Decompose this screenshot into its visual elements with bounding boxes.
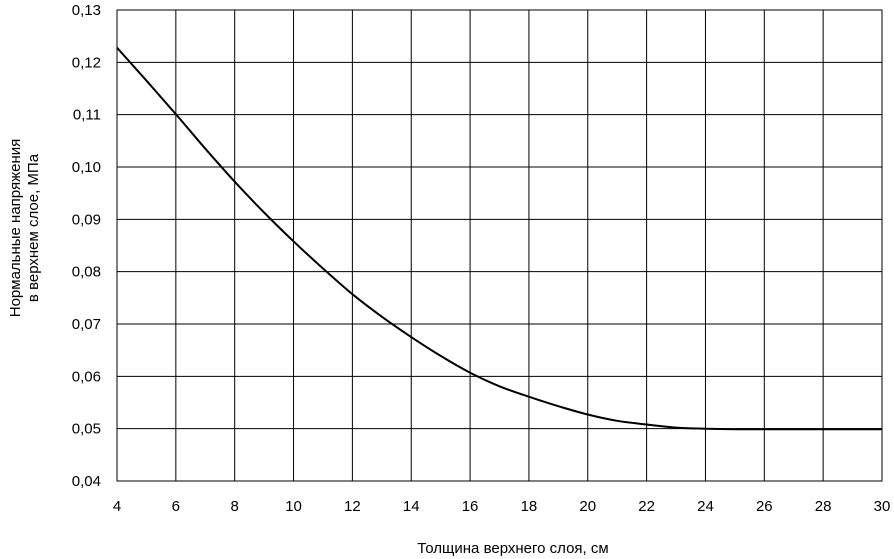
x-tick-label: 24 [697, 498, 714, 515]
y-tick-label: 0,11 [73, 107, 101, 124]
x-axis-label: Толщина верхнего слоя, см [417, 540, 608, 557]
plot-frame [116, 9, 883, 482]
x-tick-label: 30 [874, 498, 891, 515]
x-tick-label: 22 [638, 498, 655, 515]
y-tick-label: 0,07 [72, 316, 101, 333]
y-tick-label: 0,05 [72, 421, 101, 438]
y-tick-labels: 0,04 0,05 0,06 0,07 0,08 0,09 0,10 0,11 0,12 0,13 [72, 2, 101, 490]
x-tick-label: 10 [285, 498, 302, 515]
y-tick-label: 0,10 [72, 159, 101, 176]
y-axis-label-line: в верхнем слое, МПа [25, 153, 42, 302]
y-tick-label: 0,09 [72, 211, 101, 228]
x-tick-labels: 4 6 8 10 12 14 16 18 20 22 24 26 28 30 [113, 498, 891, 515]
y-tick-label: 0,06 [72, 368, 101, 385]
x-tick-label: 28 [815, 498, 832, 515]
y-tick-label: 0,12 [72, 54, 101, 71]
y-tick-label: 0,04 [72, 473, 101, 490]
x-tick-label: 12 [344, 498, 361, 515]
x-tick-label: 14 [403, 498, 420, 515]
grid [116, 9, 883, 482]
y-axis-label-line: Нормальные напряжения [7, 139, 24, 318]
series-group [116, 47, 883, 431]
y-tick-label: 0,13 [72, 2, 101, 19]
x-tick-label: 20 [579, 498, 596, 515]
x-tick-label: 18 [521, 498, 538, 515]
y-axis-label: Нормальные напряжения в верхнем слое, МПа [7, 139, 42, 318]
y-tick-label: 0,08 [72, 264, 101, 281]
x-tick-label: 16 [462, 498, 479, 515]
x-tick-label: 26 [756, 498, 773, 515]
x-tick-label: 6 [172, 498, 180, 515]
x-tick-label: 4 [113, 498, 121, 515]
x-tick-label: 8 [231, 498, 239, 515]
series-line [116, 47, 883, 431]
